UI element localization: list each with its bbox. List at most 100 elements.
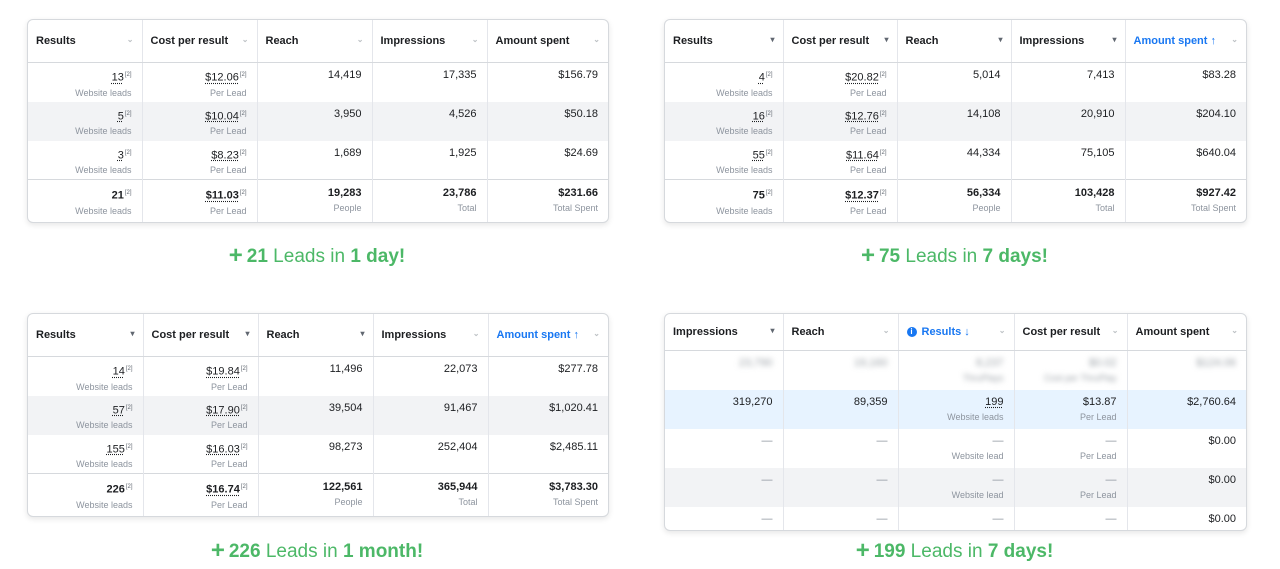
impressions-cell: — (665, 506, 784, 530)
amount-spent-value: $204.10 (1196, 107, 1236, 120)
cost-per-result-value[interactable]: $19.84 (206, 365, 240, 378)
impressions-total-cell: 23,786 Total (372, 179, 488, 222)
cost-per-result-value[interactable]: $16.03 (206, 443, 240, 456)
cost-per-result-total-cell: $12.37[2] Per Lead (783, 179, 898, 222)
table-header-row: Results ▾ Cost per result ▾ Reach ▾ Impress… (28, 314, 608, 357)
results-cell: 155[2] Website leads (28, 434, 144, 474)
column-header-reach[interactable]: Reach ▾ (258, 314, 374, 357)
cost-per-result-value[interactable]: $17.90 (206, 404, 240, 417)
column-header-reach[interactable]: Reach ▾ (897, 20, 1012, 63)
results-total-value: 75 (752, 189, 765, 202)
chevron-down-icon[interactable]: ▾ (770, 326, 775, 335)
results-value[interactable]: 14 (112, 365, 125, 378)
table-row: 5[2] Website leads $10.04[2] Per Lead 3,95… (28, 101, 608, 141)
cost-per-result-value[interactable]: $8.23 (211, 149, 239, 162)
chevron-down-icon[interactable]: ⌄ (356, 35, 364, 44)
amount-spent-cell: $2,760.64 (1127, 389, 1246, 429)
results-cell: 199 Website leads (898, 389, 1015, 429)
chevron-down-icon[interactable]: ▾ (245, 329, 250, 338)
results-value[interactable]: 199 (985, 395, 1004, 408)
column-header-cost-per-result[interactable]: Cost per result ▾ (143, 314, 259, 357)
chevron-down-icon[interactable]: ⌄ (241, 35, 249, 44)
cost-per-result-value[interactable]: $20.82 (845, 71, 879, 84)
results-value[interactable]: 16 (752, 110, 765, 123)
column-header-amount-spent[interactable]: Amount spent ↑ ⌄ (488, 314, 608, 357)
column-header-amount-spent[interactable]: Amount spent ↑ ⌄ (1125, 20, 1246, 63)
cost-per-result-value[interactable]: $12.76 (845, 110, 879, 123)
results-value[interactable]: 3 (117, 149, 124, 162)
column-header-cost-per-result[interactable]: Cost per result ▾ (783, 20, 898, 63)
impressions-value: 75,105 (1080, 146, 1115, 159)
reach-total-value: 122,561 (322, 481, 363, 493)
impressions-value: — (761, 473, 773, 486)
column-header-results[interactable]: Results ▾ (28, 314, 144, 357)
cost-per-result-cell: $19.84[2] Per Lead (143, 356, 259, 396)
results-value[interactable]: 55 (752, 149, 765, 162)
amount-spent-cell: $83.28 (1125, 63, 1246, 102)
chevron-down-icon[interactable]: ▾ (884, 35, 889, 44)
results-cell: — (898, 506, 1015, 530)
chevron-down-icon[interactable]: ⌄ (472, 329, 480, 338)
leads-count: 21 (246, 246, 268, 267)
cost-per-result-total-value[interactable]: $11.03 (205, 189, 239, 202)
results-value[interactable]: 57 (112, 404, 125, 417)
column-header-results[interactable]: Results ⌄ (28, 20, 143, 63)
chevron-down-icon[interactable]: ▾ (998, 35, 1003, 44)
chevron-down-icon[interactable]: ⌄ (126, 35, 134, 44)
cost-per-result-value[interactable]: $11.64 (846, 149, 879, 162)
chevron-down-icon[interactable]: ⌄ (1231, 35, 1238, 44)
amount-spent-total-cell: $927.42 Total Spent (1125, 179, 1246, 222)
reach-total-cell: 122,561 People (258, 473, 374, 516)
column-header-impressions[interactable]: Impressions ▾ (665, 314, 784, 351)
column-header-cost-per-result[interactable]: Cost per result ⌄ (142, 20, 258, 63)
plus-icon: + (210, 537, 225, 564)
chevron-down-icon[interactable]: ▾ (360, 329, 365, 338)
results-value[interactable]: 4 (758, 71, 765, 84)
chevron-down-icon[interactable]: ⌄ (471, 35, 479, 44)
table-header-row: Results ▾ Cost per result ▾ Reach ▾ Impress… (665, 20, 1246, 63)
cost-per-result-sublabel: Per Lead (209, 87, 247, 98)
plus-icon: + (855, 537, 870, 564)
chevron-down-icon[interactable]: ▾ (770, 35, 775, 44)
cost-per-result-value[interactable]: $12.06 (205, 71, 239, 84)
info-icon: [2] (239, 149, 247, 156)
leads-caption: +199 Leads in 7 days! (664, 537, 1245, 565)
results-value[interactable]: 13 (111, 71, 124, 84)
reach-total-value: 56,334 (966, 187, 1001, 199)
amount-spent-value: $83.28 (1202, 69, 1236, 81)
chevron-down-icon[interactable]: ⌄ (1111, 326, 1119, 335)
column-header-impressions[interactable]: Impressions ⌄ (372, 20, 488, 63)
reach-total-sublabel: People (972, 203, 1001, 213)
table-row: 55[2] Website leads $11.64[2] Per Lead 44,… (665, 140, 1246, 180)
column-header-reach[interactable]: Reach ⌄ (783, 314, 899, 351)
table-total-row: 21[2] Website leads $11.03[2] Per Lead 19,… (28, 179, 608, 222)
chevron-down-icon[interactable]: ⌄ (593, 329, 600, 338)
column-header-impressions[interactable]: Impressions ⌄ (373, 314, 489, 357)
column-header-impressions[interactable]: Impressions ▾ (1011, 20, 1126, 63)
chevron-down-icon[interactable]: ▾ (130, 329, 135, 338)
chevron-down-icon[interactable]: ▾ (1112, 35, 1117, 44)
leads-caption: +21 Leads in 1 day! (27, 242, 607, 270)
amount-spent-cell: $204.10 (1125, 101, 1246, 141)
column-header-results[interactable]: i Results ↓ ⌄ (898, 314, 1015, 351)
table-header-row: Impressions ▾ Reach ⌄ i Results ↓ ⌄ Cost per… (665, 314, 1246, 351)
column-header-results[interactable]: Results ▾ (665, 20, 784, 63)
cost-per-result-value[interactable]: $10.04 (205, 110, 239, 123)
ads-report-table: Results ⌄ Cost per result ⌄ Reach ⌄ Impress… (28, 20, 608, 222)
info-icon[interactable]: i (906, 327, 917, 337)
chevron-down-icon[interactable]: ⌄ (998, 326, 1006, 335)
results-sublabel: Website leads (716, 126, 773, 137)
chevron-down-icon[interactable]: ⌄ (1231, 326, 1238, 335)
reach-value: — (876, 512, 888, 525)
results-value[interactable]: 155 (106, 443, 125, 456)
cost-per-result-total-value[interactable]: $16.74 (206, 483, 240, 496)
column-header-cost-per-result[interactable]: Cost per result ⌄ (1014, 314, 1128, 351)
chevron-down-icon[interactable]: ⌄ (593, 35, 600, 44)
results-value[interactable]: 5 (117, 110, 124, 123)
column-header-amount-spent[interactable]: Amount spent ⌄ (487, 20, 608, 63)
column-header-amount-spent[interactable]: Amount spent ⌄ (1127, 314, 1246, 351)
chevron-down-icon[interactable]: ⌄ (882, 326, 890, 335)
table-total-row: 226[2] Website leads $16.74[2] Per Lead 12… (28, 473, 608, 516)
column-header-reach[interactable]: Reach ⌄ (257, 20, 373, 63)
cost-per-result-total-value[interactable]: $12.37 (845, 189, 879, 202)
